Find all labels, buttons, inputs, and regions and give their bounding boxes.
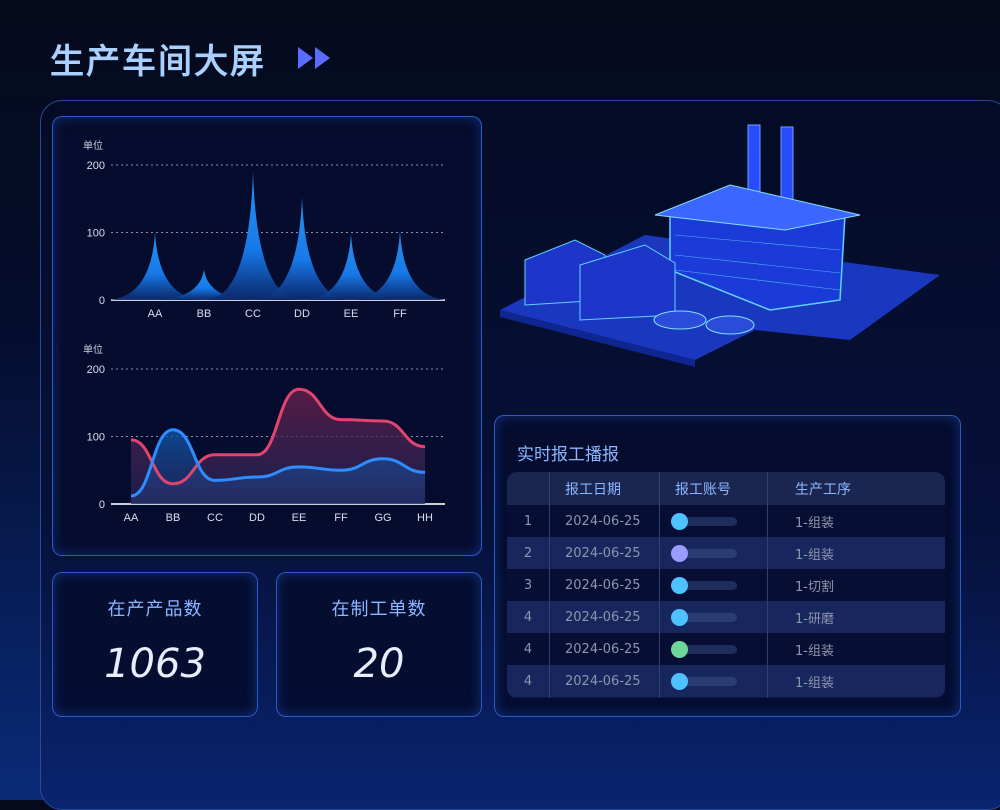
stat-label: 在制工单数 (331, 599, 427, 620)
table-row[interactable]: 4 2024-06-25 1-组装 (507, 665, 945, 697)
row-number: 4 (523, 609, 533, 625)
account-avatar-dot (671, 544, 688, 562)
y-tick-label: 200 (87, 364, 105, 376)
double-chevron-right-icon (298, 47, 332, 69)
y-axis-unit-label: 单位 (83, 343, 103, 356)
spike-bar (156, 269, 252, 300)
report-table: 报工日期 报工账号 生产工序 1 2024-06-25 1-组装 2 2024-0… (507, 472, 945, 698)
account-bar (671, 640, 737, 658)
account-cell (659, 512, 767, 530)
row-number: 2 (523, 545, 533, 561)
row-number: 1 (523, 513, 533, 529)
y-tick-label: 200 (87, 160, 105, 172)
process-name: 1-研磨 (795, 611, 834, 627)
x-tick-label: GG (374, 512, 391, 524)
x-tick-label: EE (292, 512, 307, 524)
process-name: 1-组装 (795, 643, 834, 659)
spike-bar (205, 171, 301, 300)
spike-bar (107, 232, 203, 300)
row-number: 4 (523, 673, 533, 689)
col-header-process: 生产工序 (795, 481, 851, 498)
account-bar (671, 512, 737, 530)
stat-card-orders: 在制工单数 20 (276, 572, 482, 717)
account-avatar-dot (671, 576, 688, 594)
spike-bar (352, 231, 448, 300)
account-bar (671, 608, 737, 626)
x-tick-label: BB (197, 308, 212, 320)
process-name: 1-组装 (795, 547, 834, 563)
account-avatar-dot (671, 608, 688, 626)
account-bar (671, 672, 737, 690)
report-title: 实时报工播报 (517, 445, 619, 465)
table-header: 报工日期 报工账号 生产工序 (507, 472, 945, 505)
y-tick-label: 100 (87, 228, 105, 240)
table-row[interactable]: 2 2024-06-25 1-组装 (507, 537, 945, 569)
process-name: 1-切割 (795, 579, 834, 595)
report-date: 2024-06-25 (565, 513, 641, 529)
stat-value: 20 (353, 641, 405, 687)
y-axis-unit-label: 单位 (83, 139, 103, 152)
row-number: 3 (523, 577, 533, 593)
account-avatar-dot (671, 672, 688, 690)
process-name: 1-组装 (795, 515, 834, 531)
account-cell (659, 672, 767, 690)
stat-card-products: 在产产品数 1063 (52, 572, 258, 717)
y-tick-label: 100 (87, 432, 105, 444)
report-date: 2024-06-25 (565, 609, 641, 625)
x-tick-label: FF (334, 512, 348, 524)
account-cell (659, 640, 767, 658)
report-date: 2024-06-25 (565, 641, 641, 657)
col-header-date: 报工日期 (565, 481, 621, 498)
report-panel: 实时报工播报 报工日期 报工账号 生产工序 1 2024-06-25 1-组装 2… (494, 415, 961, 717)
x-tick-label: DD (294, 308, 310, 320)
account-avatar-dot (671, 512, 688, 530)
report-date: 2024-06-25 (565, 577, 641, 593)
charts-svg: 单位 0 100 200 AA BB CC DD EE FF 单位 0 100 200 AA BB CC DD EE… (83, 139, 448, 524)
x-tick-label: HH (417, 512, 433, 524)
report-date: 2024-06-25 (565, 545, 641, 561)
x-tick-label: EE (344, 308, 359, 320)
series-line (130, 428, 426, 498)
x-tick-label: FF (393, 308, 407, 320)
stat-value: 1063 (104, 641, 206, 687)
x-tick-label: CC (207, 512, 223, 524)
charts-panel: 单位 0 100 200 AA BB CC DD EE FF 单位 0 100 200 AA BB CC DD EE… (52, 116, 482, 556)
table-row[interactable]: 1 2024-06-25 1-组装 (507, 505, 945, 537)
series-area (131, 429, 425, 504)
account-cell (659, 608, 767, 626)
col-header-account: 报工账号 (675, 481, 731, 498)
x-tick-label: AA (148, 308, 163, 320)
x-tick-label: CC (245, 308, 261, 320)
table-row[interactable]: 3 2024-06-25 1-切割 (507, 569, 945, 601)
page-title: 生产车间大屏 (50, 42, 266, 82)
factory-3d-icon (500, 124, 940, 367)
account-avatar-dot (671, 640, 688, 658)
row-number: 4 (523, 641, 533, 657)
account-bar (671, 544, 737, 562)
table-row[interactable]: 4 2024-06-25 1-研磨 (507, 601, 945, 633)
series-line (130, 387, 426, 486)
x-tick-label: BB (166, 512, 181, 524)
account-bar (671, 576, 737, 594)
x-tick-label: DD (249, 512, 265, 524)
report-date: 2024-06-25 (565, 673, 641, 689)
table-row[interactable]: 4 2024-06-25 1-组装 (507, 633, 945, 665)
process-name: 1-组装 (795, 675, 834, 691)
y-tick-label: 0 (99, 499, 105, 511)
x-tick-label: AA (124, 512, 139, 524)
spike-bar (303, 233, 399, 300)
account-cell (659, 576, 767, 594)
spike-bar (254, 197, 350, 300)
y-tick-label: 0 (99, 295, 105, 307)
stat-label: 在产产品数 (107, 599, 203, 620)
account-cell (659, 544, 767, 562)
